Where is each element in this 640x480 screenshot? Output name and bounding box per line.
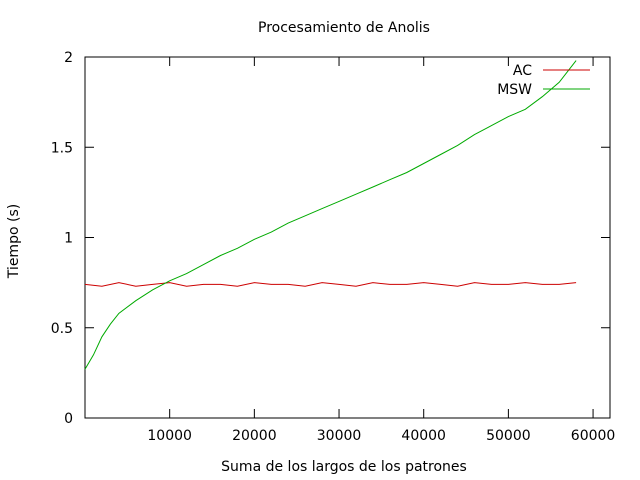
x-tick-label: 50000 (486, 428, 531, 444)
x-tick-label: 60000 (571, 428, 616, 444)
series-layer (84, 60, 577, 370)
x-axis: 10000 20000 30000 40000 50000 60000 (147, 57, 615, 444)
y-axis-label: Tiempo (s) (6, 204, 22, 279)
y-tick-label: 1 (64, 231, 73, 247)
x-tick-label: 40000 (401, 428, 446, 444)
legend-label-msw: MSW (497, 82, 532, 98)
x-tick-label: 30000 (317, 428, 362, 444)
y-axis: 0 0.5 1 1.5 2 (51, 50, 610, 427)
y-tick-label: 0 (64, 411, 73, 427)
chart-title: Procesamiento de Anolis (258, 20, 430, 36)
series-line-ac (84, 282, 577, 287)
y-tick-label: 0.5 (51, 321, 73, 337)
x-tick-label: 20000 (232, 428, 277, 444)
y-tick-label: 1.5 (51, 140, 73, 156)
legend: AC MSW (497, 63, 590, 98)
plot-area-border (84, 56, 611, 419)
x-tick-label: 10000 (147, 428, 192, 444)
x-axis-label: Suma de los largos de los patrones (221, 459, 467, 475)
y-tick-label: 2 (64, 50, 73, 66)
legend-label-ac: AC (513, 63, 532, 79)
series-line-msw (84, 60, 577, 370)
